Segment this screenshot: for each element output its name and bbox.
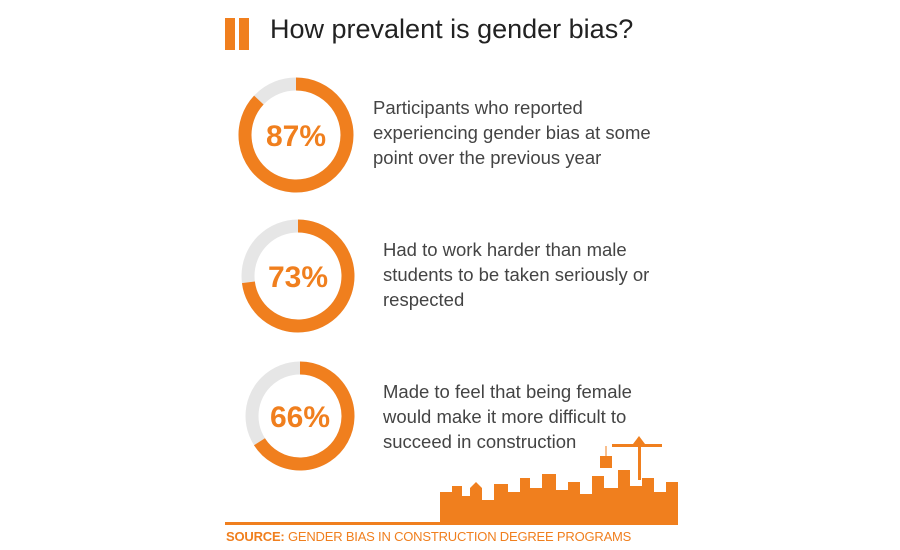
- donut-arc: [238, 77, 354, 193]
- title-icon: [225, 18, 235, 50]
- description: Participants who reported experiencing g…: [373, 97, 651, 168]
- title: How prevalent is gender bias?: [270, 14, 634, 44]
- donut-arc: [253, 361, 355, 471]
- skyline: [225, 436, 678, 525]
- title-icon: [239, 18, 249, 50]
- description: Made to feel that being female would mak…: [383, 381, 632, 452]
- donut-label: 73%: [268, 261, 328, 294]
- source: SOURCE: GENDER BIAS IN CONSTRUCTION DEGR…: [226, 529, 631, 544]
- description: Had to work harder than male students to…: [383, 239, 650, 310]
- source-label: SOURCE:: [226, 529, 285, 544]
- donut-arc: [241, 219, 355, 333]
- donut-label: 87%: [266, 120, 326, 153]
- donut-label: 66%: [270, 401, 330, 434]
- source-text: GENDER BIAS IN CONSTRUCTION DEGREE PROGR…: [287, 529, 632, 544]
